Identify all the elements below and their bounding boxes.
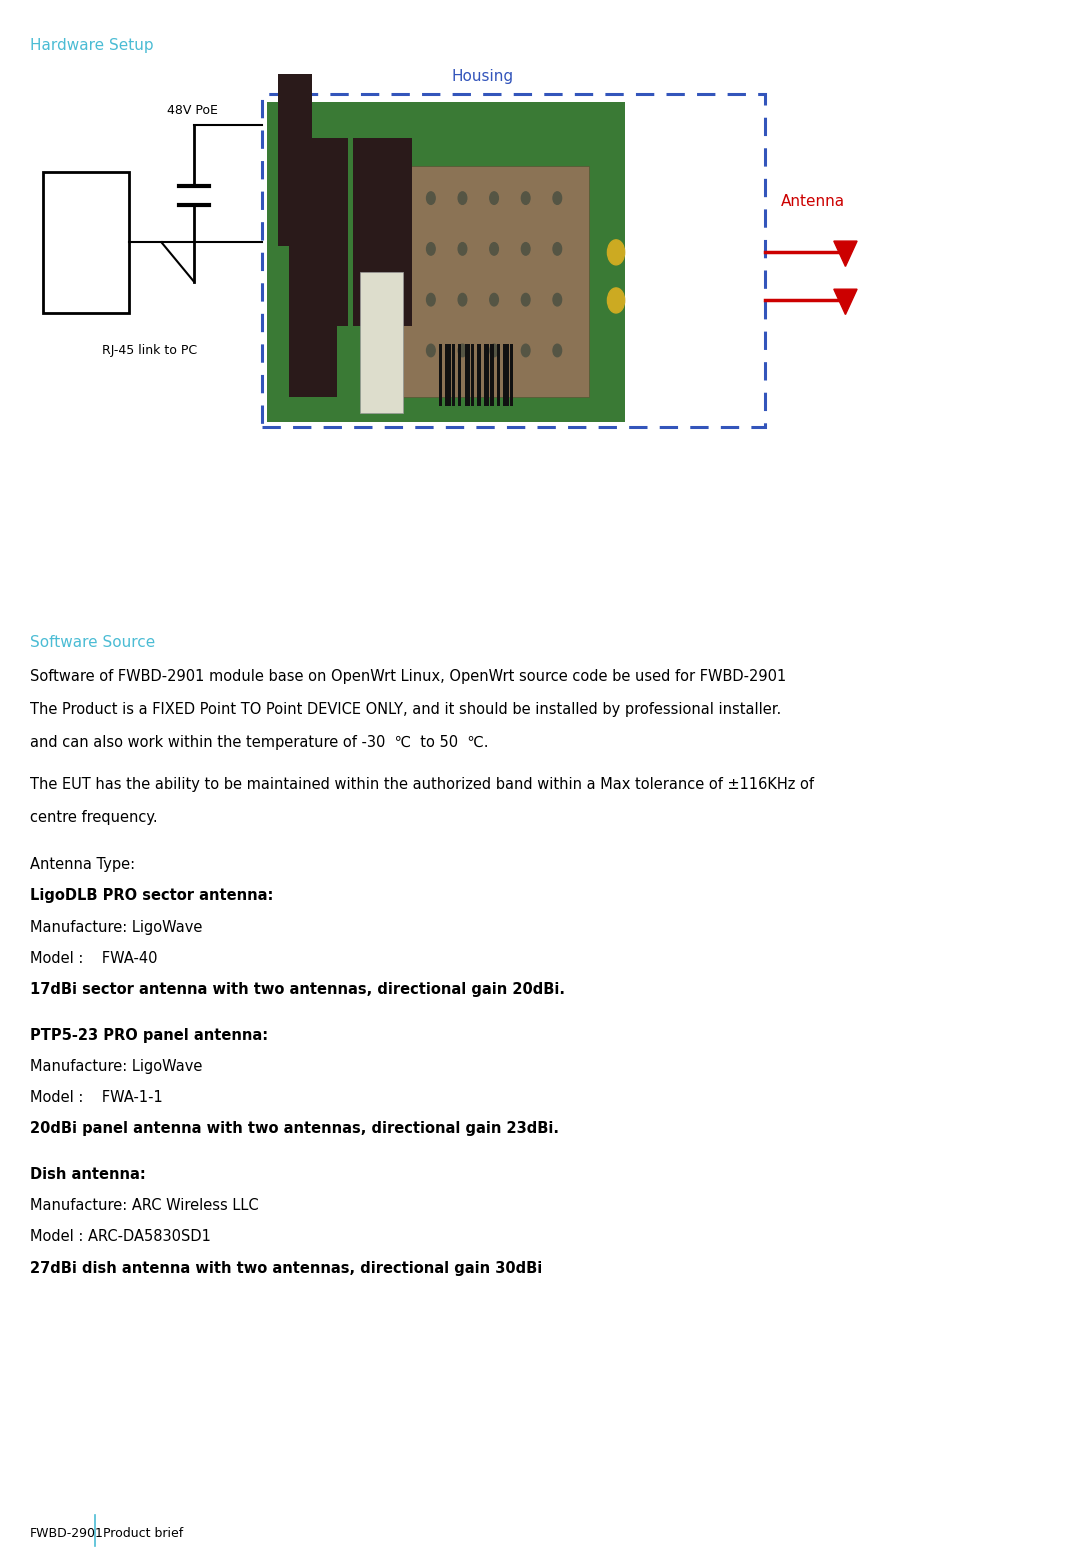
Bar — [278, 74, 312, 246]
Bar — [267, 102, 625, 422]
Bar — [464, 344, 470, 407]
Text: Manufacture: ARC Wireless LLC: Manufacture: ARC Wireless LLC — [30, 1198, 258, 1214]
Text: Dish antenna:: Dish antenna: — [30, 1167, 145, 1182]
Circle shape — [553, 192, 561, 205]
Text: PTP5-23 PRO panel antenna:: PTP5-23 PRO panel antenna: — [30, 1028, 268, 1043]
Bar — [353, 138, 412, 327]
Text: Hardware Setup: Hardware Setup — [30, 38, 154, 53]
Bar — [477, 344, 480, 407]
Text: Antenna Type:: Antenna Type: — [30, 857, 136, 873]
Text: RJ-45 link to PC: RJ-45 link to PC — [102, 344, 197, 357]
Text: Model :    FWA-40: Model : FWA-40 — [30, 951, 157, 967]
Circle shape — [490, 242, 499, 255]
Bar — [496, 344, 500, 407]
Text: PC: PC — [75, 233, 97, 252]
Text: Housing: Housing — [452, 69, 514, 84]
Text: 27dBi dish antenna with two antennas, directional gain 30dBi: 27dBi dish antenna with two antennas, di… — [30, 1261, 543, 1276]
Bar — [289, 241, 337, 397]
Bar — [445, 344, 450, 407]
Circle shape — [490, 344, 499, 357]
Text: centre frequency.: centre frequency. — [30, 810, 158, 826]
Circle shape — [458, 294, 466, 307]
Circle shape — [553, 242, 561, 255]
Circle shape — [426, 344, 435, 357]
Text: Manufacture: LigoWave: Manufacture: LigoWave — [30, 1059, 202, 1074]
Circle shape — [521, 294, 530, 307]
Text: Software of FWBD-2901 module base on OpenWrt Linux, OpenWrt source code be used : Software of FWBD-2901 module base on Ope… — [30, 669, 786, 685]
Bar — [43, 172, 129, 313]
Bar — [484, 344, 489, 407]
Text: Product brief: Product brief — [103, 1526, 184, 1539]
Text: The EUT has the ability to be maintained within the authorized band within a Max: The EUT has the ability to be maintained… — [30, 777, 814, 793]
Bar — [471, 344, 474, 407]
Bar — [490, 344, 493, 407]
Text: FWBD-2901: FWBD-2901 — [30, 1526, 104, 1539]
Circle shape — [490, 294, 499, 307]
Text: The Product is a FIXED Point TO Point DEVICE ONLY, and it should be installed by: The Product is a FIXED Point TO Point DE… — [30, 702, 782, 718]
Circle shape — [607, 239, 625, 264]
Circle shape — [426, 192, 435, 205]
Circle shape — [521, 344, 530, 357]
Circle shape — [553, 294, 561, 307]
Circle shape — [426, 242, 435, 255]
Text: 17dBi sector antenna with two antennas, directional gain 20dBi.: 17dBi sector antenna with two antennas, … — [30, 982, 565, 998]
Text: Manufacture: LigoWave: Manufacture: LigoWave — [30, 920, 202, 935]
Circle shape — [490, 192, 499, 205]
Circle shape — [426, 294, 435, 307]
Text: and can also work within the temperature of -30  ℃  to 50  ℃.: and can also work within the temperature… — [30, 735, 489, 751]
Bar — [503, 344, 508, 407]
Text: LigoDLB PRO sector antenna:: LigoDLB PRO sector antenna: — [30, 888, 274, 904]
Polygon shape — [834, 289, 857, 314]
Bar — [403, 166, 589, 397]
Text: Antenna: Antenna — [781, 194, 845, 208]
Polygon shape — [834, 241, 857, 266]
Circle shape — [458, 192, 466, 205]
Circle shape — [458, 242, 466, 255]
Circle shape — [607, 288, 625, 313]
Circle shape — [458, 344, 466, 357]
Bar — [289, 138, 348, 327]
Text: Model :    FWA-1-1: Model : FWA-1-1 — [30, 1090, 163, 1106]
Text: 20dBi panel antenna with two antennas, directional gain 23dBi.: 20dBi panel antenna with two antennas, d… — [30, 1121, 559, 1137]
Text: Software Source: Software Source — [30, 635, 155, 651]
Circle shape — [521, 192, 530, 205]
Circle shape — [521, 242, 530, 255]
Text: Model : ARC-DA5830SD1: Model : ARC-DA5830SD1 — [30, 1229, 211, 1245]
Text: 48V PoE: 48V PoE — [167, 105, 218, 117]
Bar — [360, 272, 403, 413]
Bar — [458, 344, 461, 407]
Bar — [438, 344, 442, 407]
Bar — [262, 94, 765, 427]
Bar — [509, 344, 513, 407]
Circle shape — [553, 344, 561, 357]
Bar — [451, 344, 454, 407]
